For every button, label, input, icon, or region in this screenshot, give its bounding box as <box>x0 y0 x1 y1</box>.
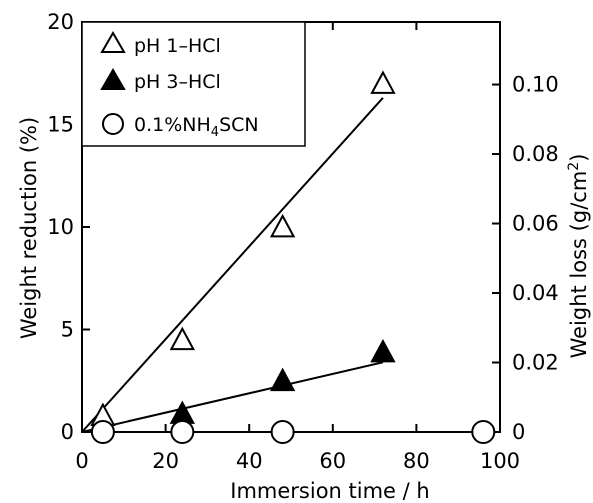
data-point-series-2 <box>90 420 115 444</box>
y2-tick-label: 0.04 <box>512 281 559 305</box>
legend-marker-pH1-hcl <box>100 31 126 53</box>
legend-label-nh4scn-main: 0.1%NH <box>134 114 211 136</box>
data-point-series-2 <box>170 420 195 444</box>
y2-tick-label: 0.02 <box>512 351 559 375</box>
x-tick-label: 40 <box>236 449 263 473</box>
legend: pH 1–HCl pH 3–HCl 0.1%NH4SCN <box>81 21 306 147</box>
x-tick-label: 100 <box>480 449 520 473</box>
ticks: 0 20 40 60 80 100 0 5 10 15 20 0 0.02 0.04 0.06 0.08 0.1… <box>47 10 559 473</box>
legend-label-nh4scn: 0.1%NH4SCN <box>134 114 259 140</box>
y2-axis-title-text: Weight loss (g/cm <box>567 171 591 359</box>
x-axis-title: Immersion time / h <box>230 479 429 503</box>
x-tick-label: 20 <box>152 449 179 473</box>
x-tick-label: 80 <box>403 449 430 473</box>
data-markers <box>90 70 496 444</box>
fit-lines <box>81 97 384 433</box>
data-point-series-1 <box>370 338 396 363</box>
legend-marker-pH3-hcl <box>100 68 126 90</box>
y2-tick-label: 0.08 <box>512 142 559 166</box>
legend-label-nh4scn-end: SCN <box>219 114 259 136</box>
y-tick-label: 10 <box>47 215 74 239</box>
data-point-series-0 <box>169 326 195 351</box>
y-tick-label: 5 <box>61 318 74 342</box>
fit-line-series-0 <box>81 97 384 433</box>
y-axis-title: Weight reduction (%) <box>17 117 41 339</box>
data-point-series-1 <box>169 400 195 424</box>
legend-label-pH1-hcl: pH 1–HCl <box>134 35 221 57</box>
y2-tick-label: 0.10 <box>512 73 559 97</box>
y2-tick-label: 0.06 <box>512 212 559 236</box>
y2-tick-label: 0 <box>512 420 525 444</box>
y2-axis-title: Weight loss (g/cm2) <box>566 154 591 359</box>
data-point-series-0 <box>370 70 396 94</box>
legend-label-nh4scn-sub: 4 <box>211 125 219 140</box>
legend-label-pH3-hcl: pH 3–HCl <box>134 71 221 93</box>
data-point-series-1 <box>269 367 296 392</box>
y-tick-label: 15 <box>47 113 74 137</box>
fit-line-series-1 <box>81 361 384 433</box>
y2-axis-title-close: ) <box>567 154 591 162</box>
data-point-series-0 <box>269 213 296 238</box>
data-point-series-2 <box>471 420 496 444</box>
y2-axis-title-sup: 2 <box>566 162 582 171</box>
x-tick-label: 0 <box>75 449 88 473</box>
y-tick-label: 0 <box>61 420 74 444</box>
y-tick-label: 20 <box>47 10 74 34</box>
x-tick-label: 60 <box>319 449 346 473</box>
data-point-series-2 <box>270 420 295 444</box>
legend-marker-nh4scn <box>102 113 124 135</box>
